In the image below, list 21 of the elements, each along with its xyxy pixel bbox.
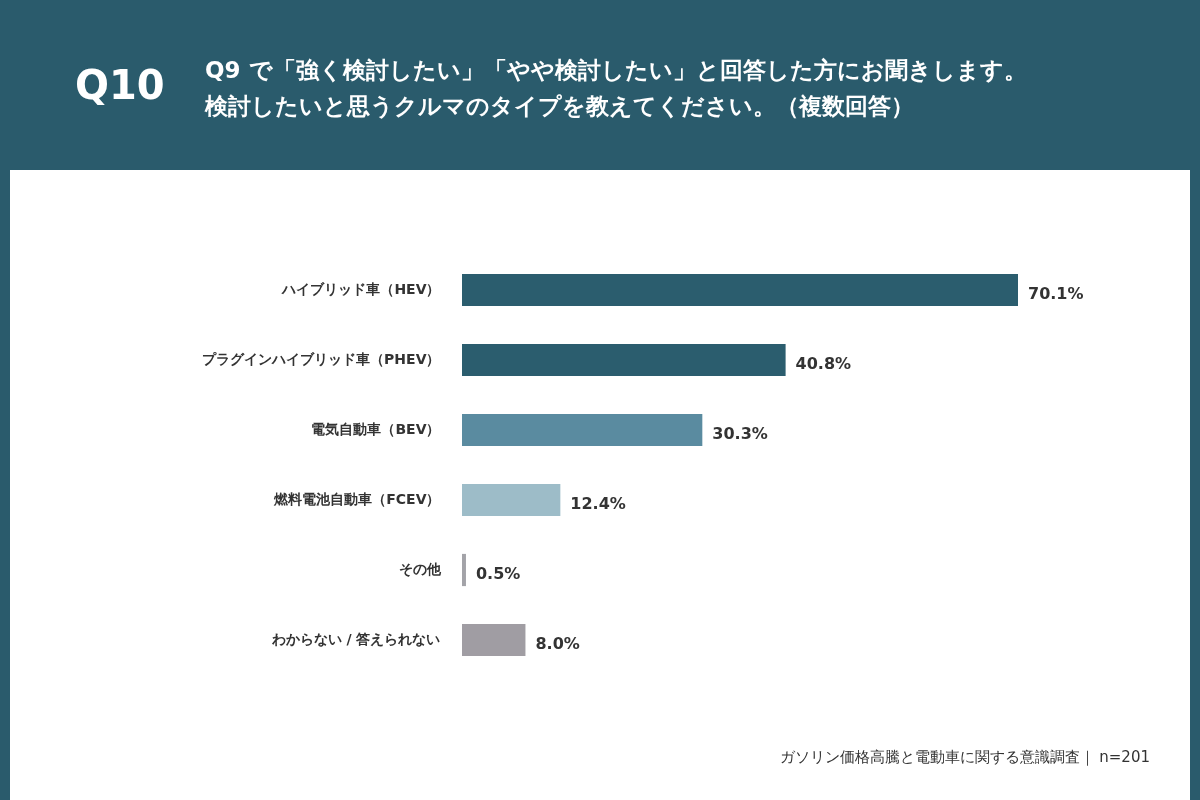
data-label: 0.5% [475, 564, 521, 583]
data-label: 40.8% [795, 354, 852, 373]
data-label: 30.3% [712, 424, 768, 443]
y-tick-label: プラグインハイブリッド車（PHEV） [202, 351, 441, 367]
data-label: 70.1% [1028, 284, 1084, 303]
bar [462, 413, 703, 447]
y-tick-label: 燃料電池自動車（FCEV） [273, 491, 441, 507]
bar [462, 343, 786, 377]
data-label: 8.0% [535, 634, 580, 653]
y-tick-label: ハイブリッド車（HEV） [281, 281, 441, 297]
y-tick-label: 電気自動車（BEV） [311, 421, 441, 437]
bar [462, 553, 466, 587]
text: Q10 [75, 62, 165, 108]
chart-subtitle: Q9 で「強く検討したい」「やや検討したい」と回答した方にお聞きします。検討したいと思うクルマのタイプを教えてください。（複数回答） [205, 56, 1028, 121]
data-label: 12.4% [570, 494, 626, 513]
text: ガソリン価格高騰と電動車に関する意識調査｜ n=201 [779, 748, 1150, 767]
bar [462, 273, 1018, 307]
bar [462, 483, 561, 517]
y-tick-label: その他 [398, 561, 442, 577]
bar [462, 623, 526, 657]
y-tick-label: わからない / 答えられない [270, 631, 441, 647]
